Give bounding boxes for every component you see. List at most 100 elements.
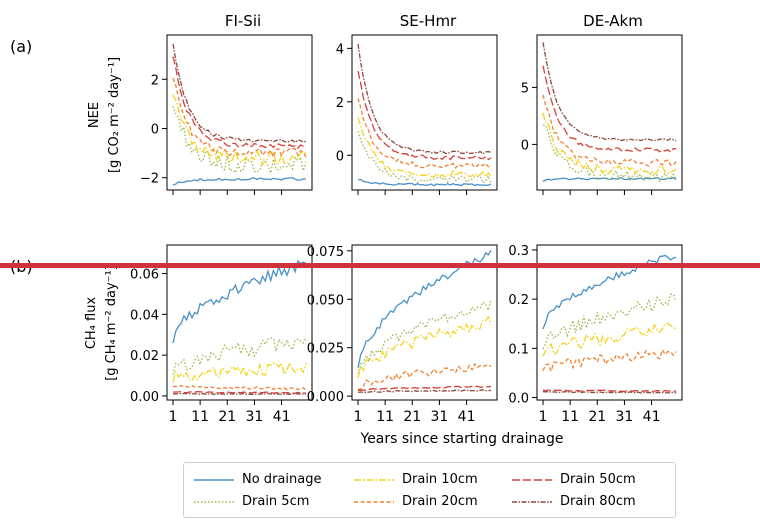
series-drain-50cm — [542, 65, 676, 153]
series-drain-10cm — [172, 361, 307, 383]
series-drain-20cm — [542, 348, 677, 374]
series-drain-80cm — [172, 392, 306, 395]
site-title-1: FI-Sii — [225, 12, 261, 30]
series-drain-80cm — [357, 43, 492, 155]
y-tick-label: 0.02 — [130, 349, 159, 364]
row-a-ylabel-line1: NEE — [87, 102, 102, 128]
y-tick-label: 0.00 — [130, 390, 159, 405]
series-drain-5cm — [172, 337, 307, 375]
x-tick-label: 41 — [643, 409, 661, 425]
y-tick-label: 0.050 — [307, 293, 344, 308]
legend-label: Drain 50cm — [560, 472, 636, 487]
x-tick-label: 21 — [588, 409, 606, 425]
y-tick-label: 4 — [336, 42, 344, 57]
y-tick-label: 0.0 — [508, 392, 529, 407]
site-title-3: DE-Akm — [583, 12, 643, 30]
series-drain-5cm — [357, 131, 492, 184]
subplot-de-akm-a: 05 — [521, 34, 683, 195]
series-drain-50cm — [542, 389, 677, 393]
series-drain-20cm — [172, 384, 307, 391]
series-drain-50cm — [172, 56, 307, 150]
legend-label: Drain 10cm — [402, 472, 478, 487]
legend-label: Drain 80cm — [560, 494, 636, 509]
y-tick-label: 0.06 — [130, 268, 159, 283]
x-tick-label: 11 — [561, 409, 579, 425]
series-drain-20cm — [357, 98, 492, 170]
y-tick-label: 0.025 — [307, 342, 344, 357]
legend-item-drain-50cm: Drain 50cm — [512, 472, 636, 487]
x-tick-label: 31 — [431, 409, 449, 425]
x-tick-label: 1 — [169, 409, 178, 425]
series-no-drainage — [357, 178, 492, 187]
legend-item-drain-10cm: Drain 10cm — [354, 472, 478, 487]
red-overlay-line — [0, 263, 760, 268]
row-b-ylabel-line1: CH₄ flux — [84, 297, 99, 350]
legend-item-drain-80cm: Drain 80cm — [512, 494, 636, 509]
legend-swatch-drain-80cm — [512, 500, 552, 503]
y-tick-label: 0.075 — [307, 245, 344, 260]
legend-swatch-drain-50cm — [512, 478, 552, 481]
x-tick-label: 31 — [246, 409, 264, 425]
x-tick-label: 1 — [539, 409, 548, 425]
series-drain-10cm — [542, 322, 677, 357]
legend-swatch-drain-5cm — [194, 500, 234, 503]
row-b-ylabel-line2: [g CH₄ m⁻² day⁻¹] — [104, 265, 119, 381]
y-tick-label: 0 — [151, 122, 159, 137]
y-tick-label: 0 — [336, 149, 344, 164]
series-drain-10cm — [357, 117, 492, 179]
subplot-se-hmr-a: 0 2 4 — [336, 34, 498, 195]
x-tick-label: 41 — [273, 409, 291, 425]
site-title-2: SE-Hmr — [400, 12, 457, 30]
series-drain-5cm — [172, 105, 307, 176]
y-tick-label: 5 — [521, 81, 529, 96]
x-axis-label: Years since starting drainage — [360, 431, 564, 447]
series-drain-80cm — [542, 390, 677, 394]
series-drain-5cm — [542, 124, 677, 184]
axes-frame — [166, 244, 313, 401]
subplot-de-akm-b: 0.00.10.20.31 11 21 31 41 — [508, 244, 683, 425]
legend-label: Drain 5cm — [242, 494, 310, 509]
series-drain-5cm — [542, 293, 677, 350]
series-drain-20cm — [357, 362, 492, 390]
series-drain-10cm — [542, 112, 677, 175]
y-tick-label: 0.2 — [508, 293, 529, 308]
legend-item-drain-5cm: Drain 5cm — [194, 494, 309, 509]
x-tick-label: 31 — [616, 409, 634, 425]
legend-item-drain-20cm: Drain 20cm — [354, 494, 478, 509]
series-no-drainage — [172, 177, 307, 186]
legend: No drainage Drain 5cm Drain 10cm Drain 2… — [183, 462, 676, 518]
axes-frame — [536, 244, 683, 401]
x-tick-label: 1 — [354, 409, 363, 425]
x-tick-label: 11 — [376, 409, 394, 425]
series-drain-10cm — [357, 315, 492, 379]
y-tick-label: 0.3 — [508, 244, 529, 259]
series-drain-20cm — [542, 94, 677, 167]
y-tick-label: 2 — [151, 73, 159, 88]
series-drain-5cm — [357, 299, 492, 375]
subplot-fi-sii-b: 0.000.020.040.061 11 21 31 41 — [130, 244, 313, 425]
legend-label: No drainage — [242, 472, 322, 487]
y-tick-label: 0 — [521, 138, 529, 153]
y-tick-label: 0.04 — [130, 308, 159, 323]
series-no-drainage — [357, 249, 492, 369]
row-a-ylabel-line2: [g CO₂ m⁻² day⁻¹] — [107, 57, 122, 173]
series-drain-80cm — [172, 43, 307, 144]
x-tick-label: 41 — [458, 409, 476, 425]
y-tick-label: −2 — [140, 172, 159, 187]
series-drain-20cm — [172, 77, 307, 159]
x-tick-label: 11 — [191, 409, 209, 425]
legend-label: Drain 20cm — [402, 494, 478, 509]
series-drain-10cm — [172, 94, 307, 166]
series-drain-50cm — [357, 385, 492, 392]
y-tick-label: 2 — [336, 96, 344, 111]
y-tick-label: 0.1 — [508, 342, 529, 357]
subplot-fi-sii-a: −2 0 2 — [140, 34, 313, 195]
series-drain-50cm — [172, 390, 307, 394]
legend-swatch-no-drainage — [194, 478, 234, 481]
x-tick-label: 21 — [218, 409, 236, 425]
series-drain-80cm — [357, 389, 492, 394]
legend-item-no-drainage: No drainage — [194, 472, 321, 487]
